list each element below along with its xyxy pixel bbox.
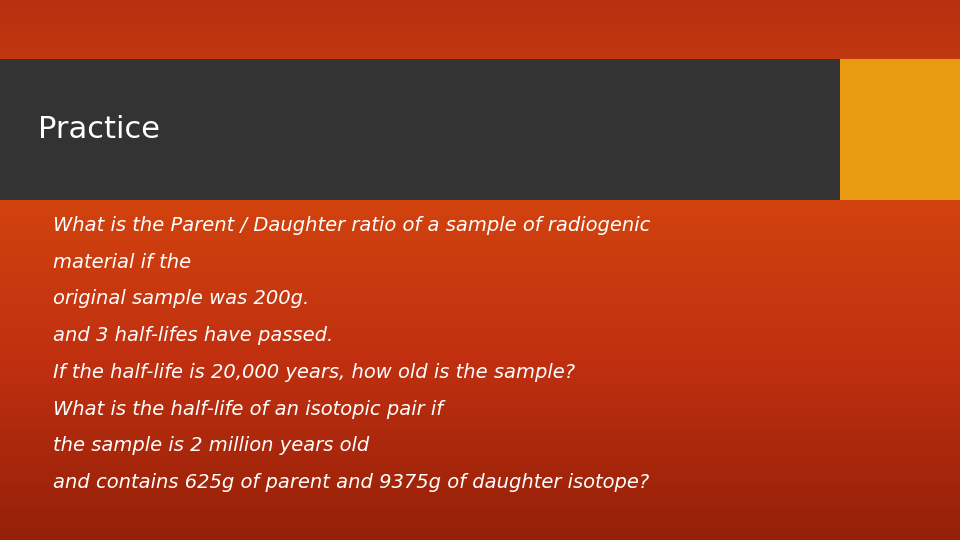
Text: and 3 half-lifes have passed.: and 3 half-lifes have passed. [53, 326, 333, 345]
Text: If the half-life is 20,000 years, how old is the sample?: If the half-life is 20,000 years, how ol… [53, 363, 575, 382]
Text: What is the Parent / Daughter ratio of a sample of radiogenic: What is the Parent / Daughter ratio of a… [53, 216, 650, 235]
Text: the sample is 2 million years old: the sample is 2 million years old [53, 436, 369, 455]
Text: and contains 625g of parent and 9375g of daughter isotope?: and contains 625g of parent and 9375g of… [53, 473, 649, 492]
Bar [840, 59, 960, 200]
Text: material if the: material if the [53, 253, 191, 272]
Text: original sample was 200g.: original sample was 200g. [53, 289, 309, 308]
Text: What is the half-life of an isotopic pair if: What is the half-life of an isotopic pai… [53, 400, 443, 419]
Text: Practice: Practice [38, 115, 160, 144]
Bar [0, 59, 840, 200]
